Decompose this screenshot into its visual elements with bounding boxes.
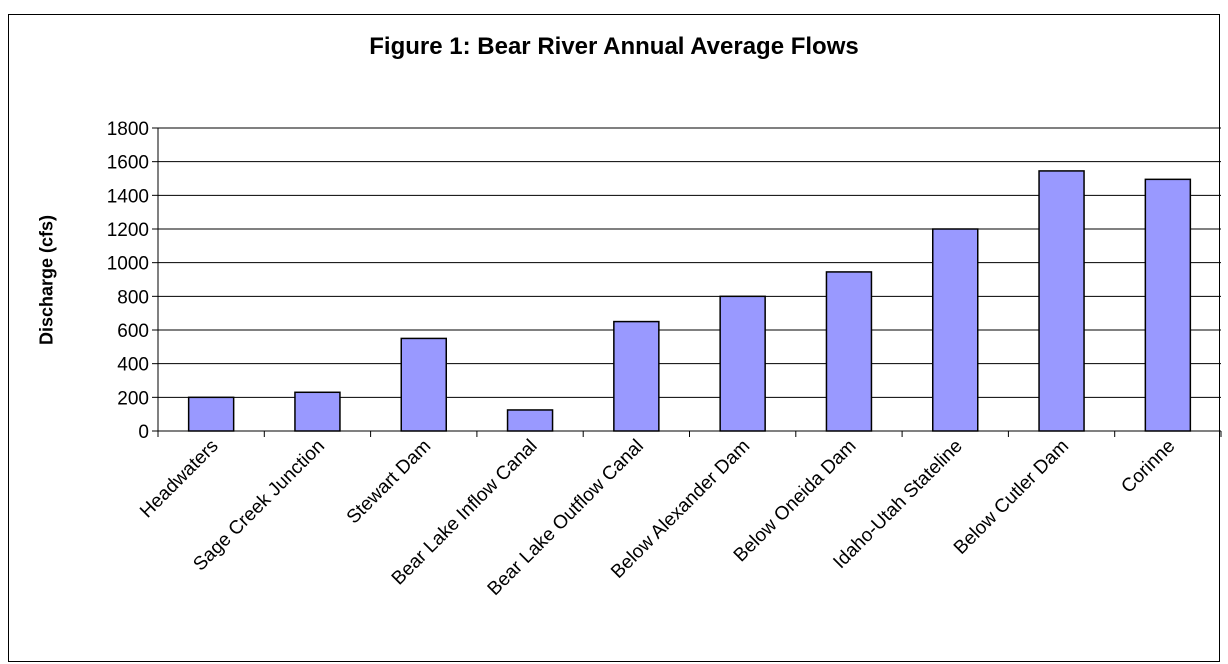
y-tick-label: 600 — [117, 321, 149, 342]
x-category-label: Headwaters — [136, 436, 223, 523]
y-tick-label: 1000 — [107, 254, 149, 275]
bar — [1038, 170, 1085, 432]
bar — [719, 295, 766, 432]
bar — [187, 396, 235, 432]
bar — [506, 409, 554, 432]
x-category-label: Stewart Dam — [343, 436, 435, 528]
y-tick-label: 0 — [138, 422, 149, 443]
y-tick-labels: 0 200 400 600 800 1000 1200 1400 1600 1800 — [107, 119, 158, 443]
y-tick-label: 400 — [117, 355, 149, 376]
bar — [1144, 178, 1192, 432]
x-category-label: Below Cutler Dam — [950, 436, 1073, 559]
y-tick-label: 1600 — [107, 153, 149, 174]
bar — [825, 271, 873, 432]
y-tick-label: 1200 — [107, 220, 149, 241]
bar — [613, 320, 660, 432]
y-tick-label: 800 — [117, 287, 149, 308]
bar — [294, 391, 341, 432]
y-tick-label: 200 — [117, 388, 149, 409]
bars — [187, 170, 1192, 432]
bar — [932, 228, 979, 432]
y-tick-label: 1400 — [107, 186, 149, 207]
x-category-label: Corinne — [1117, 436, 1179, 498]
y-tick-label: 1800 — [107, 119, 149, 140]
axes — [157, 128, 1222, 437]
bar — [400, 337, 447, 432]
chart-title: Figure 1: Bear River Annual Average Flow… — [369, 33, 859, 60]
